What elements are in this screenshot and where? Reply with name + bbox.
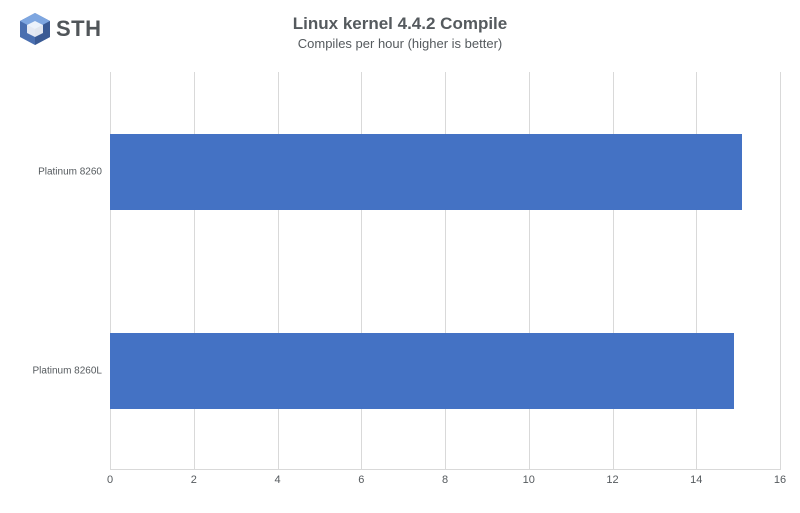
x-tick-label: 12 — [606, 474, 618, 486]
x-tick-label: 0 — [107, 474, 113, 486]
y-category-label: Platinum 8260L — [33, 365, 111, 376]
y-category-label: Platinum 8260 — [38, 166, 110, 177]
chart-subtitle: Compiles per hour (higher is better) — [0, 36, 800, 51]
x-tick-label: 14 — [690, 474, 702, 486]
x-tick-label: 4 — [274, 474, 280, 486]
x-axis-labels: 0246810121416 — [110, 474, 780, 494]
chart-titles: Linux kernel 4.4.2 Compile Compiles per … — [0, 14, 800, 51]
x-tick-label: 8 — [442, 474, 448, 486]
bar-slot — [110, 72, 780, 271]
bar — [110, 333, 734, 409]
plot: Platinum 8260Platinum 8260L — [110, 72, 780, 470]
chart-title: Linux kernel 4.4.2 Compile — [0, 14, 800, 34]
bar-slot — [110, 271, 780, 470]
gridline — [780, 72, 781, 470]
x-tick-label: 16 — [774, 474, 786, 486]
bar — [110, 134, 742, 210]
x-tick-label: 2 — [191, 474, 197, 486]
chart-plot-area: Platinum 8260Platinum 8260L — [110, 72, 780, 470]
x-tick-label: 10 — [523, 474, 535, 486]
x-tick-label: 6 — [358, 474, 364, 486]
